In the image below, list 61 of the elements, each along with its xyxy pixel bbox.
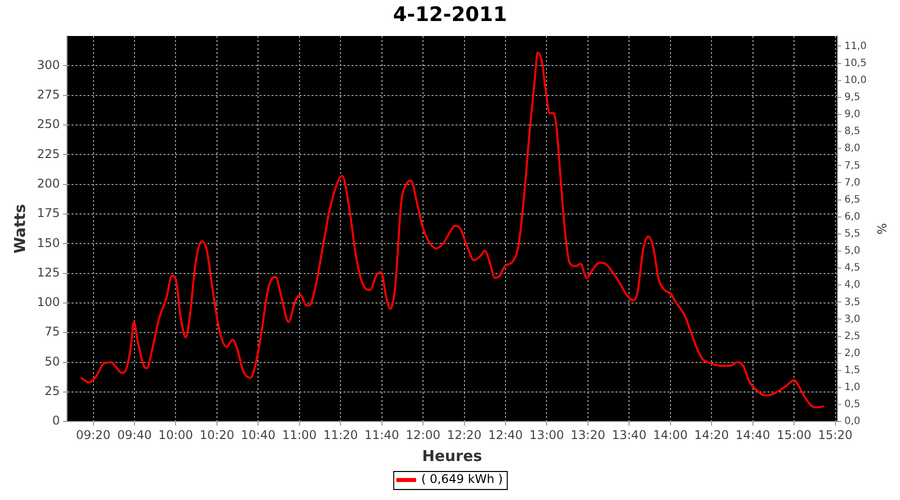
y2-tick-label: 6,0 (844, 211, 860, 222)
y2-tick-label: 5,0 (844, 246, 860, 257)
x-tick-label: 13:20 (570, 428, 606, 442)
y2-axis-title: % (874, 223, 889, 235)
x-tick-label: 09:40 (117, 428, 152, 442)
y2-tick-label: 3,5 (844, 296, 860, 308)
x-tick-label: 13:40 (612, 428, 646, 442)
x-tick-label: 14:40 (736, 428, 770, 442)
y2-tick-label: 1,5 (844, 365, 860, 376)
y2-tick-label: 7,0 (844, 177, 860, 188)
x-tick-label: 11:00 (282, 428, 317, 442)
y2-tick-label: 2,0 (844, 348, 860, 359)
x-tick-label: 12:20 (446, 428, 482, 442)
chart-title: 4-12-2011 (392, 2, 508, 26)
y-tick-label: 50 (44, 354, 60, 368)
y2-tick-label: 0,0 (844, 416, 860, 428)
y2-tick-label: 8,0 (844, 143, 860, 154)
y2-tick-label: 6,5 (844, 194, 860, 206)
x-tick-label: 11:20 (323, 428, 358, 442)
y2-tick-label: 0,5 (844, 399, 860, 410)
x-tick-label: 12:00 (406, 428, 440, 442)
x-tick-label: 14:20 (694, 428, 729, 442)
y-tick-label: 100 (37, 295, 60, 310)
y2-tick-label: 3,0 (844, 314, 860, 325)
y-axis-title: Watts (10, 204, 29, 254)
y-tick-label: 0 (52, 414, 60, 428)
legend-label: ( 0,649 kWh ) (421, 472, 503, 486)
y2-tick-label: 8,5 (844, 126, 860, 138)
y2-tick-label: 11,0 (844, 40, 867, 52)
x-tick-label: 12:40 (488, 428, 523, 442)
y-tick-label: 25 (44, 384, 60, 398)
y2-tick-label: 2,5 (844, 330, 860, 342)
y2-tick-label: 10,5 (844, 58, 867, 69)
x-tick-label: 09:20 (76, 428, 111, 442)
y-tick-label: 125 (37, 265, 60, 280)
y2-tick-label: 4,5 (844, 262, 860, 274)
y2-tick-label: 9,5 (844, 92, 860, 104)
x-tick-label: 10:00 (158, 428, 194, 442)
y-tick-label: 175 (37, 206, 60, 220)
y2-tick-label: 9,0 (844, 109, 860, 120)
x-tick-label: 15:00 (776, 428, 812, 442)
y-tick-label: 75 (44, 324, 60, 339)
y-tick-label: 275 (37, 87, 60, 102)
y-tick-label: 150 (37, 236, 60, 250)
y2-tick-label: 10,0 (844, 74, 867, 86)
x-tick-label: 15:20 (818, 428, 853, 442)
y2-tick-label: 1,0 (844, 382, 860, 394)
y-tick-label: 200 (37, 176, 60, 190)
y-tick-label: 225 (37, 146, 60, 161)
line-series (80, 52, 825, 408)
x-tick-label: 13:00 (529, 428, 564, 442)
x-tick-label: 10:40 (240, 428, 276, 442)
y-tick-label: 300 (37, 58, 60, 72)
y2-tick-label: 7,5 (844, 160, 860, 172)
x-tick-label: 11:40 (364, 428, 400, 442)
y2-tick-label: 4,0 (844, 280, 860, 291)
y2-tick-label: 5,5 (844, 228, 860, 240)
x-tick-label: 10:20 (200, 428, 234, 442)
x-axis-title: Heures (422, 446, 482, 465)
x-tick-label: 14:00 (653, 428, 688, 442)
y-tick-label: 250 (37, 117, 60, 132)
